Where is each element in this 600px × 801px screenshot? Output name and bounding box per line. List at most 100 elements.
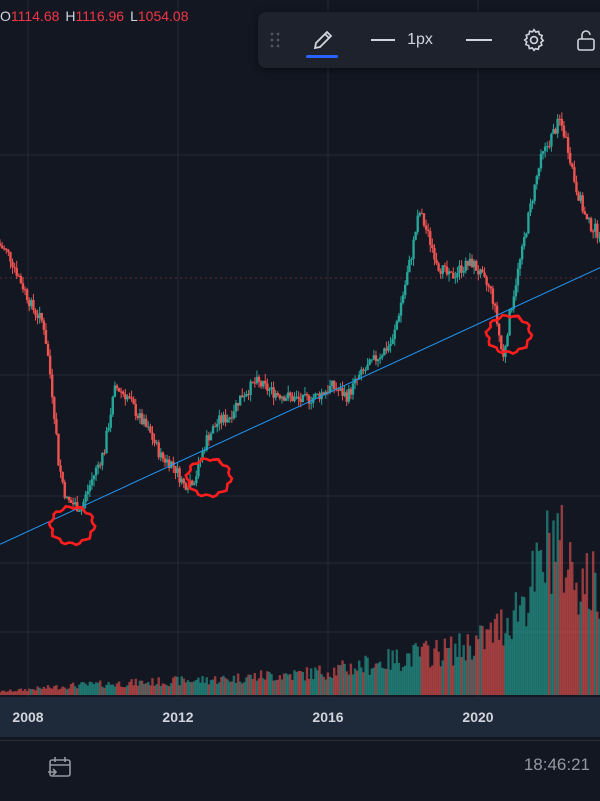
volume-bar [138,680,142,695]
candle-body [460,265,463,273]
volume-bar [328,676,332,695]
volume-bar [414,643,417,695]
volume-bar [401,666,405,695]
candle-body [414,231,417,240]
lock-button[interactable] [560,12,600,68]
candle-body [163,458,167,463]
candle-body [564,136,568,138]
volume-bar [167,686,171,695]
candle-body [274,393,277,398]
volume-bar [372,667,376,695]
volume-bar [218,682,221,695]
candle-body [230,417,234,419]
settings-button[interactable] [508,12,560,68]
candle-body [251,381,254,383]
candle-body [489,286,493,289]
candle-body [71,502,75,505]
pencil-button[interactable] [292,12,354,68]
volume-bar [261,678,265,695]
candle-body [272,387,275,398]
candle-body [99,464,102,466]
volume-bar [458,633,461,695]
volume-bar [145,683,148,695]
volume-bar [332,667,336,695]
candle-body [391,339,394,344]
candle-body [88,485,92,492]
candle-body [28,300,31,307]
volume-bar [472,655,476,695]
volume-bar [234,682,238,695]
volume-bar [312,679,315,695]
volume-bar [550,593,553,695]
trendline[interactable] [0,267,600,545]
candle-body [44,329,48,344]
candle-body [0,243,2,246]
volume-bar [535,542,538,695]
candle-body [297,396,300,400]
volume-bar [216,683,219,695]
candle-body [42,320,46,330]
candle-body [122,391,125,395]
annotations[interactable] [47,313,534,547]
volume-bar [21,690,25,695]
candle-body [134,403,137,416]
candle-body [310,402,313,404]
candle-body [452,272,455,279]
volume-bar [429,667,432,695]
volume-bar [445,648,449,695]
candle-body [105,430,108,454]
candle-body [213,426,217,428]
candle-body [397,315,401,322]
candle-body [253,382,257,384]
volume-bar [426,645,430,695]
volume-bar [316,670,319,695]
volume-bar [353,668,357,695]
candle-body [59,465,62,472]
candle-body [55,418,58,434]
volume-bar [238,681,242,695]
volume-bar [176,676,179,695]
candle-body [464,260,467,272]
candle-body [147,426,150,428]
candle-body [439,270,442,274]
volume-bar [395,649,399,695]
candle-body [462,271,465,273]
candle-body [403,284,407,296]
volume-bar [324,679,328,695]
candle-body [493,303,497,306]
line-width-button[interactable]: 1px [354,12,450,68]
candle-body [318,393,321,400]
x-tick-label: 2012 [162,709,194,725]
line-style-button[interactable] [450,12,508,68]
volume-bar [130,679,133,695]
volume-bar [422,643,426,695]
candle-body [378,357,382,360]
candle-body [170,461,173,469]
candle-body [65,496,69,498]
candle-body [23,289,27,291]
time-axis[interactable]: 2008 2012 2016 2020 [0,697,600,737]
candle-body [531,200,534,204]
candle-body [541,151,545,154]
candle-body [5,248,8,250]
candle-body [589,218,593,232]
candle-body [103,453,106,455]
candle-body [132,399,135,404]
candle-body [523,237,526,247]
candle-body [491,288,495,304]
volume-bar [51,688,54,695]
candle-body [546,146,549,148]
candle-body [556,118,559,134]
candle-body [575,181,578,193]
drag-handle-icon[interactable] [258,12,292,68]
candle-body [268,389,271,391]
candles [0,112,600,515]
candle-body [197,461,200,477]
volume-bar [345,671,348,695]
volume-bar [278,675,282,695]
calendar-goto-icon[interactable] [46,753,74,781]
candle-body [410,258,413,260]
volume-bar [59,688,62,695]
candle-body [293,396,296,402]
